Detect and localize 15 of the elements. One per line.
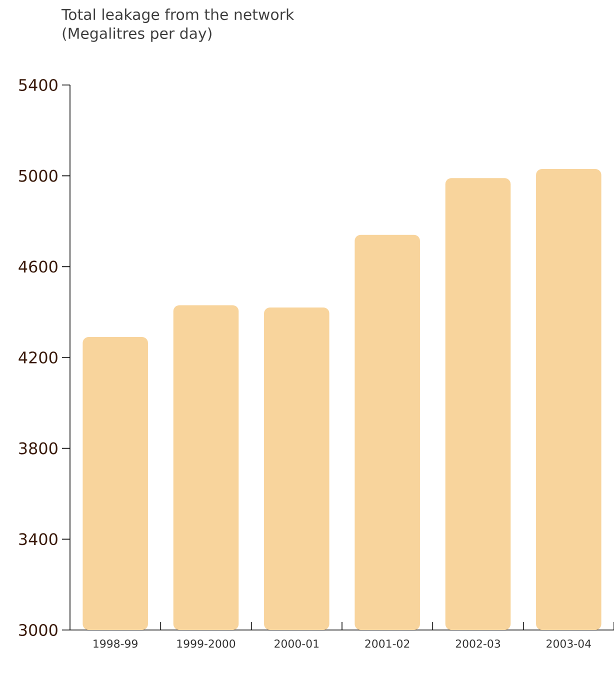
y-tick-label: 5000 xyxy=(19,170,58,182)
y-tick-label: 4600 xyxy=(18,260,58,273)
x-tick-label: 2003-04 xyxy=(546,640,591,648)
x-tick-label: 2001-02 xyxy=(365,640,410,648)
x-tick-label: 1999-2000 xyxy=(177,640,236,648)
y-tick-label: 4200 xyxy=(18,351,58,364)
y-tick-label: 5400 xyxy=(19,78,58,92)
x-tick-label: 1998-99 xyxy=(94,640,138,648)
chart-subtitle: (Megalitres per day) xyxy=(62,27,212,42)
y-tick-label: 3800 xyxy=(19,442,58,454)
y-tick-label: 3400 xyxy=(19,533,58,546)
chart-title: Total leakage from the network xyxy=(61,8,294,23)
x-tick-label: 2000-01 xyxy=(274,640,319,648)
y-tick-label: 3000 xyxy=(19,624,58,636)
x-tick-label: 2002-03 xyxy=(456,640,500,648)
